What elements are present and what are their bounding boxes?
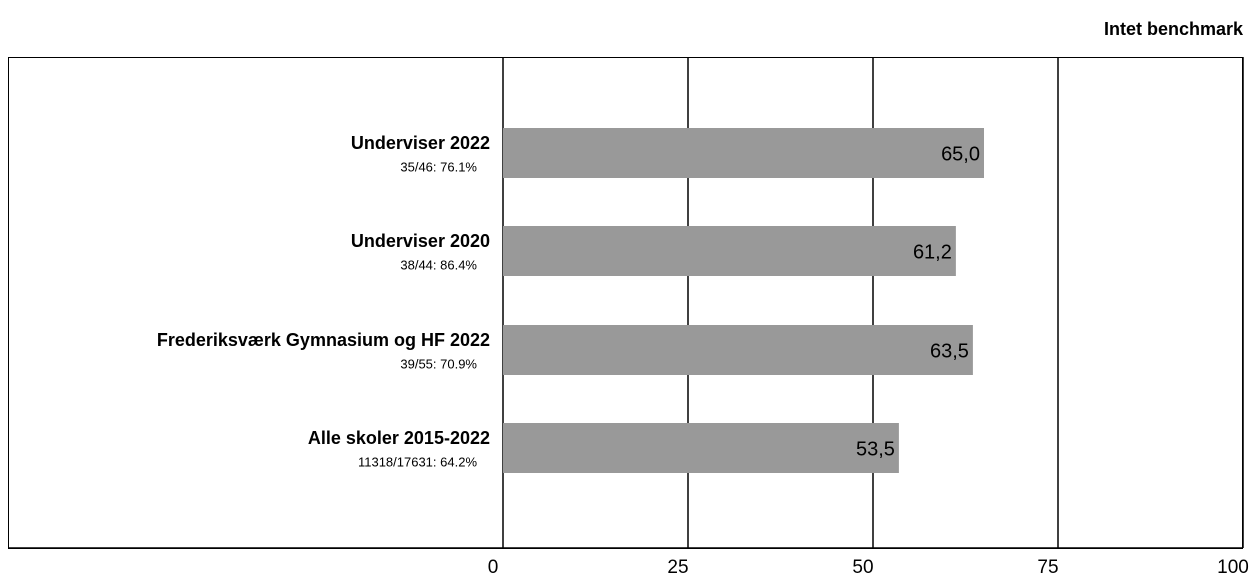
- category-label: Underviser 2022: [351, 133, 490, 153]
- x-tick-label: 25: [667, 557, 688, 578]
- bar: [503, 423, 899, 473]
- annotation: Intet benchmark: [1104, 19, 1244, 39]
- value-label: 65,0: [941, 143, 980, 165]
- bar: [503, 226, 956, 276]
- category-note: 11318/17631: 64.2%: [358, 454, 477, 469]
- value-label: 53,5: [856, 438, 895, 460]
- value-label: 61,2: [913, 241, 952, 263]
- category-label: Frederiksværk Gymnasium og HF 2022: [157, 330, 490, 350]
- x-tick-label: 50: [852, 557, 873, 578]
- category-label: Underviser 2020: [351, 231, 490, 251]
- category-note: 39/55: 70.9%: [400, 356, 477, 371]
- x-tick-label: 0: [488, 557, 499, 578]
- x-tick-label: 100: [1217, 557, 1249, 578]
- x-tick-label: 75: [1037, 557, 1058, 578]
- bar: [503, 128, 984, 178]
- bar: [503, 325, 973, 375]
- value-label: 63,5: [930, 340, 969, 362]
- category-label: Alle skoler 2015-2022: [308, 428, 490, 448]
- category-note: 38/44: 86.4%: [400, 257, 477, 272]
- category-note: 35/46: 76.1%: [400, 159, 477, 174]
